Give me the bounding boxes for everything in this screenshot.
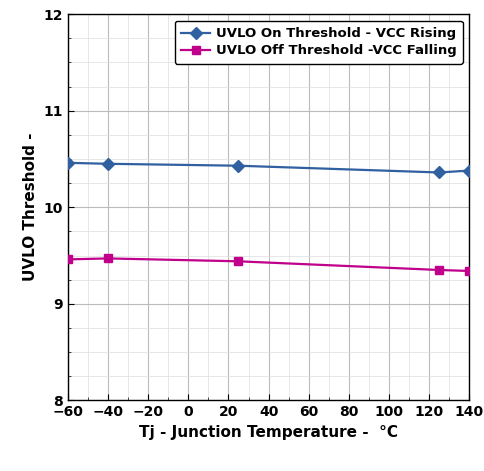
UVLO On Threshold - VCC Rising: [65, 160, 71, 166]
UVLO Off Threshold -VCC Falling: [65, 257, 71, 262]
Line: UVLO On Threshold - VCC Rising: UVLO On Threshold - VCC Rising: [63, 159, 474, 177]
UVLO Off Threshold -VCC Falling: [236, 259, 242, 264]
Line: UVLO Off Threshold -VCC Falling: UVLO Off Threshold -VCC Falling: [63, 254, 474, 275]
UVLO On Threshold - VCC Rising: [437, 170, 442, 175]
UVLO Off Threshold -VCC Falling: [105, 256, 111, 261]
UVLO Off Threshold -VCC Falling: [437, 267, 442, 273]
UVLO On Threshold - VCC Rising: [236, 163, 242, 169]
X-axis label: Tj - Junction Temperature -  °C: Tj - Junction Temperature - °C: [139, 425, 398, 440]
UVLO On Threshold - VCC Rising: [105, 161, 111, 167]
Legend: UVLO On Threshold - VCC Rising, UVLO Off Threshold -VCC Falling: UVLO On Threshold - VCC Rising, UVLO Off…: [175, 21, 463, 64]
Y-axis label: UVLO Threshold -: UVLO Threshold -: [23, 133, 38, 282]
UVLO On Threshold - VCC Rising: [467, 168, 472, 173]
UVLO Off Threshold -VCC Falling: [467, 268, 472, 274]
